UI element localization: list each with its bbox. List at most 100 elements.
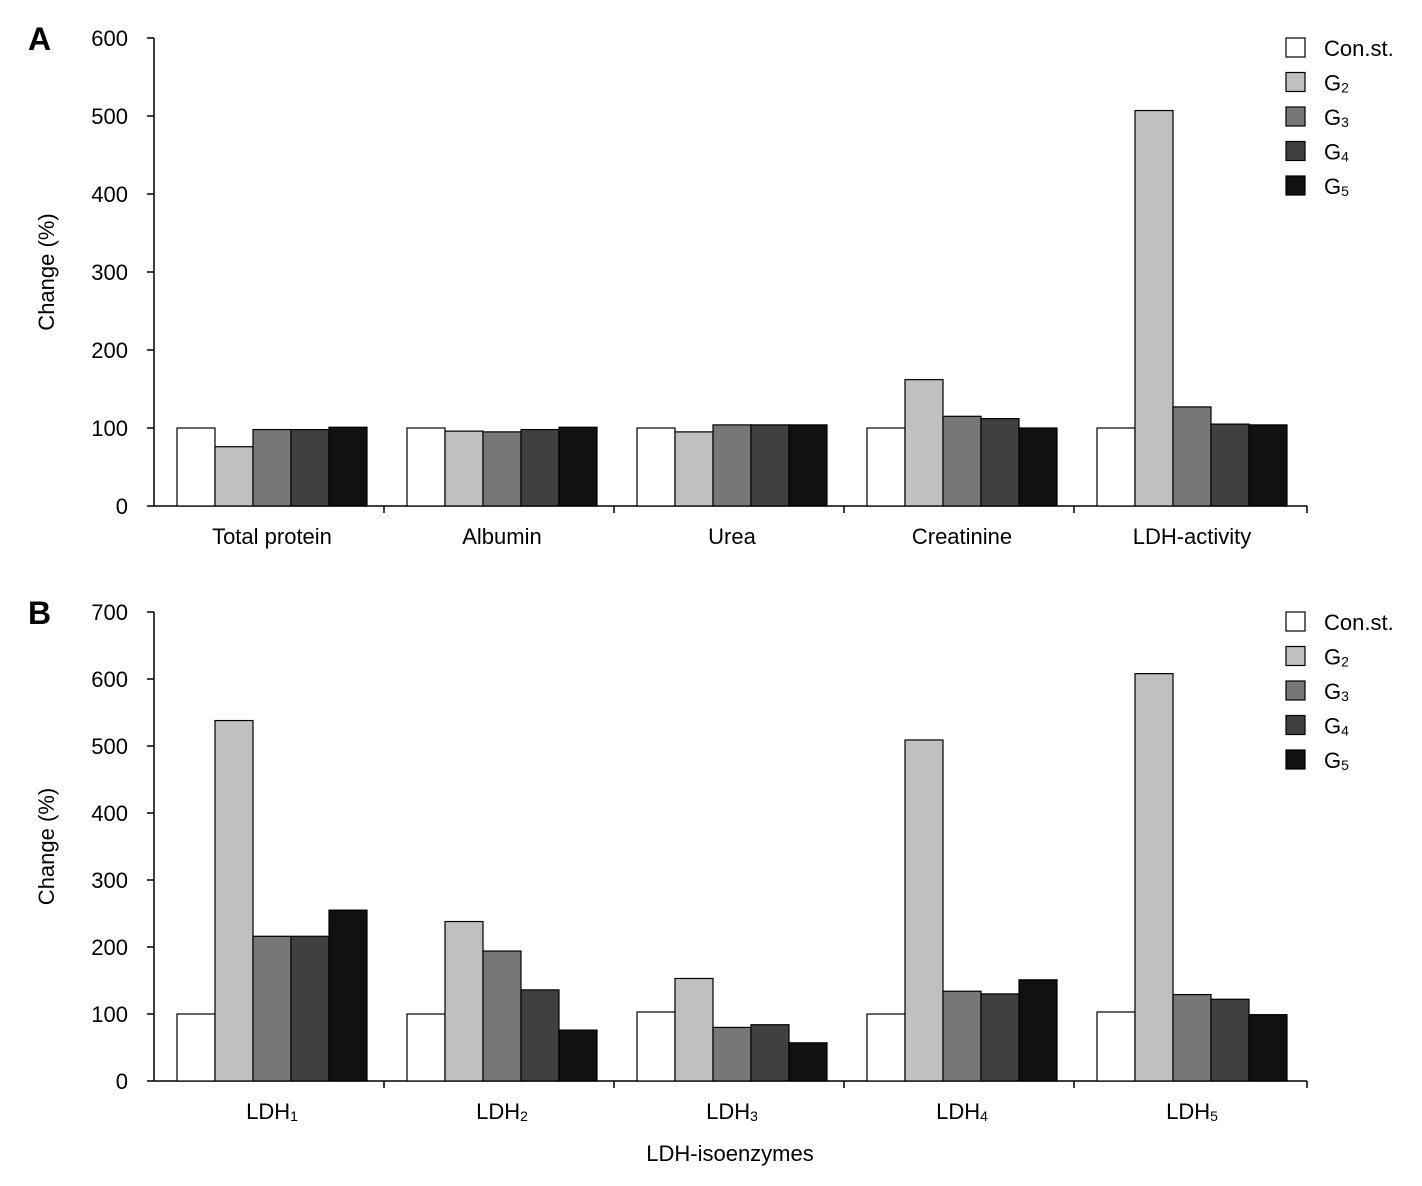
panel-b-bar-g4-4 bbox=[980, 993, 1020, 1082]
panel-a-bar-g5-4 bbox=[1018, 427, 1058, 507]
panel-b-ytick-label: 100 bbox=[91, 1002, 128, 1027]
panel-letter-a: A bbox=[28, 21, 51, 57]
panel-b-bar-g2-5 bbox=[1134, 673, 1174, 1082]
panel-a-legend-label-const: Con.st. bbox=[1324, 36, 1394, 61]
panel-b-category-label: LDH4 bbox=[936, 1099, 988, 1124]
panel-b-bar-g2-4 bbox=[904, 739, 944, 1082]
panel-a-category-label: Albumin bbox=[462, 524, 541, 549]
panel-b-bar-g3-2 bbox=[482, 950, 522, 1082]
panel-b-legend-label-g2: G2 bbox=[1324, 645, 1349, 670]
panel-b-x-axis-title: LDH-isoenzymes bbox=[646, 1141, 814, 1166]
panel-b-legend-swatch-g4 bbox=[1285, 714, 1306, 736]
panel-b-legend-swatch-const bbox=[1285, 611, 1306, 632]
panel-a-bar-g2-2 bbox=[444, 430, 484, 507]
panel-a-legend-label-g3: G3 bbox=[1324, 105, 1349, 130]
panel-a-bar-const-2 bbox=[406, 427, 446, 507]
panel-a-y-axis-title: Change (%) bbox=[34, 213, 59, 330]
panel-a-ytick-label: 400 bbox=[91, 182, 128, 207]
panel-b-bar-const-2 bbox=[406, 1013, 446, 1082]
panel-a-legend-swatch-g3 bbox=[1285, 106, 1306, 127]
panel-a-bar-g3-4 bbox=[942, 415, 982, 507]
panel-b-ytick-label: 0 bbox=[116, 1069, 128, 1094]
panel-a-legend-swatch-g4 bbox=[1285, 140, 1306, 162]
panel-b-bar-g5-1 bbox=[328, 909, 368, 1082]
panel-b-ytick-label: 400 bbox=[91, 801, 128, 826]
panel-a-bar-const-5 bbox=[1096, 427, 1136, 507]
panel-a-category-label: Urea bbox=[708, 524, 756, 549]
panel-a-ytick-label: 0 bbox=[116, 494, 128, 519]
panel-b-legend-label-g4: G4 bbox=[1324, 714, 1349, 739]
panel-b-ytick-label: 200 bbox=[91, 935, 128, 960]
panel-a-bar-g3-1 bbox=[252, 428, 292, 507]
panel-b-bar-g5-5 bbox=[1248, 1014, 1288, 1082]
panel-b-ytick-label: 700 bbox=[91, 600, 128, 625]
panel-b-bar-g5-3 bbox=[788, 1042, 828, 1082]
panel-a-bar-g4-2 bbox=[520, 428, 560, 507]
panel-b-bar-const-1 bbox=[176, 1013, 216, 1082]
panel-a-legend-swatch-g2 bbox=[1285, 71, 1306, 93]
panel-b-legend-swatch-g5 bbox=[1285, 749, 1306, 770]
panel-a-category-label: Creatinine bbox=[912, 524, 1012, 549]
panel-b-ytick-label: 600 bbox=[91, 667, 128, 692]
panel-a-bar-const-3 bbox=[636, 427, 676, 507]
panel-b-bar-g4-3 bbox=[750, 1024, 790, 1082]
panel-b-bar-const-3 bbox=[636, 1011, 676, 1082]
panel-b-category-label: LDH1 bbox=[246, 1099, 298, 1124]
panel-b-bar-g4-5 bbox=[1210, 998, 1250, 1082]
panel-a-legend-label-g2: G2 bbox=[1324, 71, 1349, 96]
panel-a-legend-label-g5: G5 bbox=[1324, 174, 1349, 199]
panel-b-y-axis-title: Change (%) bbox=[34, 788, 59, 905]
panel-a-bar-g3-5 bbox=[1172, 406, 1212, 507]
panel-b-bar-g4-1 bbox=[290, 935, 330, 1082]
panel-a-bar-g4-4 bbox=[980, 418, 1020, 507]
panel-a-bar-g5-5 bbox=[1248, 424, 1288, 507]
panel-a-bar-g3-3 bbox=[712, 424, 752, 507]
panel-b-bar-g5-2 bbox=[558, 1029, 598, 1082]
panel-b-ytick-label: 300 bbox=[91, 868, 128, 893]
panel-a-bar-g2-5 bbox=[1134, 109, 1174, 507]
panel-b-bar-const-5 bbox=[1096, 1011, 1136, 1082]
panel-a-legend-label-g4: G4 bbox=[1324, 140, 1349, 165]
panel-a-legend-swatch-const bbox=[1285, 37, 1306, 58]
panel-b-legend-label-g5: G5 bbox=[1324, 748, 1349, 773]
panel-a-bar-g4-5 bbox=[1210, 423, 1250, 507]
panel-a-category-label: LDH-activity bbox=[1133, 524, 1252, 549]
panel-a-bar-g5-2 bbox=[558, 426, 598, 507]
panel-b-bar-g3-5 bbox=[1172, 993, 1212, 1082]
panel-b-bar-g3-3 bbox=[712, 1026, 752, 1082]
panel-b-category-label: LDH2 bbox=[476, 1099, 528, 1124]
panel-a-bar-const-4 bbox=[866, 427, 906, 507]
panel-a-bar-g2-3 bbox=[674, 431, 714, 507]
panel-a-bar-g5-3 bbox=[788, 424, 828, 507]
panel-b-legend-label-const: Con.st. bbox=[1324, 610, 1394, 635]
panel-b-category-label: LDH3 bbox=[706, 1099, 758, 1124]
panel-a-bar-g4-3 bbox=[750, 424, 790, 507]
panel-b-bar-g5-4 bbox=[1018, 979, 1058, 1082]
panel-a-bar-g5-1 bbox=[328, 426, 368, 507]
panel-b-category-label: LDH5 bbox=[1166, 1099, 1218, 1124]
panel-b-bar-g3-1 bbox=[252, 935, 292, 1082]
panel-b-legend-label-g3: G3 bbox=[1324, 679, 1349, 704]
panel-a-bar-g4-1 bbox=[290, 428, 330, 507]
panel-a-bar-g3-2 bbox=[482, 431, 522, 507]
panel-a-ytick-label: 500 bbox=[91, 104, 128, 129]
panel-b-bar-g3-4 bbox=[942, 990, 982, 1082]
panel-a-category-label: Total protein bbox=[212, 524, 332, 549]
panel-a-ytick-label: 200 bbox=[91, 338, 128, 363]
panel-a-ytick-label: 100 bbox=[91, 416, 128, 441]
panel-a-bar-g2-1 bbox=[214, 446, 254, 507]
panel-b-ytick-label: 500 bbox=[91, 734, 128, 759]
panel-b-legend-swatch-g3 bbox=[1285, 680, 1306, 701]
panel-b-bar-g2-1 bbox=[214, 719, 254, 1082]
panel-b-legend-swatch-g2 bbox=[1285, 645, 1306, 667]
panel-b-bar-g4-2 bbox=[520, 989, 560, 1082]
panel-a-ytick-label: 600 bbox=[91, 26, 128, 51]
panel-letter-b: B bbox=[28, 595, 51, 631]
panel-a-bar-g2-4 bbox=[904, 379, 944, 507]
panel-b-bar-g2-2 bbox=[444, 920, 484, 1082]
panel-b-bar-const-4 bbox=[866, 1013, 906, 1082]
panel-a-legend-swatch-g5 bbox=[1285, 175, 1306, 196]
panel-a-ytick-label: 300 bbox=[91, 260, 128, 285]
